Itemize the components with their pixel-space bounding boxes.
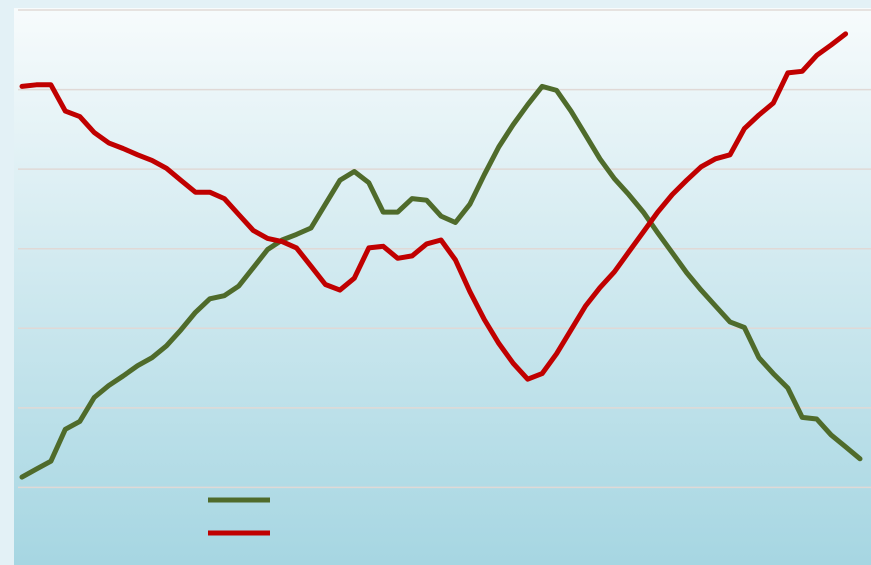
plot-area: [14, 8, 871, 565]
series-line-2: [19, 31, 849, 382]
gridlines: [18, 9, 871, 489]
series-layer: [19, 31, 863, 480]
series-line-1: [19, 83, 863, 480]
legend: [208, 497, 270, 536]
